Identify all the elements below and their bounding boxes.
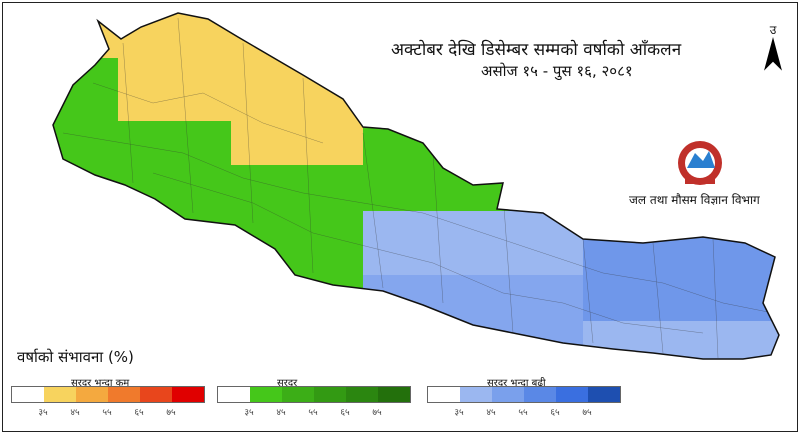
legend-swatch [218,387,250,402]
legend-swatch [12,387,44,402]
legend-swatch [588,387,620,402]
legend-swatch [492,387,524,402]
country-border [52,12,780,360]
legend-swatch [460,387,492,402]
government-emblem [678,141,722,185]
legend-color-bar [11,386,205,403]
legend-tick: ५५ [308,408,318,418]
north-arrow-icon [764,37,782,71]
legend-tick: ७५ [372,408,382,418]
legend-group-label: सरदर [277,378,298,389]
legend-tick: ६५ [134,408,144,418]
nepal-map [52,12,782,360]
legend-swatch [76,387,108,402]
map-subtitle: असोज १५ - पुस १६, २०८१ [481,62,633,80]
legend-ticks: ३५ ४५ ५५ ६५ ७५ [233,405,393,418]
legend-swatch [172,387,204,402]
legend-group-label: सरदर भन्दा बढी [487,378,546,389]
legend-tick: ३५ [454,408,464,418]
legend-tick: ५५ [102,408,112,418]
legend-swatch [314,387,346,402]
legend-tick: ४५ [486,408,496,418]
region-above-normal-medium [583,235,779,321]
legend-swatch [428,387,460,402]
legend-tick: ६५ [550,408,560,418]
district-borders [62,17,774,359]
legend-swatch [108,387,140,402]
legend-tick: ७५ [166,408,176,418]
legend-swatch [140,387,172,402]
legend-ticks: ३५ ४५ ५५ ६५ ७५ [443,405,603,418]
legend-tick: ७५ [582,408,592,418]
legend-swatch [282,387,314,402]
legend-tick: ४५ [276,408,286,418]
legend-swatch [250,387,282,402]
legend-tick: ५५ [518,408,528,418]
legend-tick: ४५ [70,408,80,418]
legend-swatch [346,387,378,402]
legend-swatch [524,387,556,402]
legend-color-bar [217,386,411,403]
region-above-normal-medium-2 [363,275,583,355]
department-name: जल तथा मौसम विज्ञान विभाग [629,193,760,207]
legend-tick: ३५ [244,408,254,418]
legend-title: वर्षाको संभावना (%) [17,348,134,366]
legend-swatch [44,387,76,402]
legend-color-bar [427,386,621,403]
legend-group-label: सरदर भन्दा कम [71,378,130,389]
legend-tick: ६५ [340,408,350,418]
legend-tick: ३५ [38,408,48,418]
map-title: अक्टोबर देखि डिसेम्बर सम्मको वर्षाको आँक… [391,40,682,60]
north-label: उ [769,23,777,37]
legend-ticks: ३५ ४५ ५५ ६५ ७५ [27,405,187,418]
legend-swatch [378,387,410,402]
legend-swatch [556,387,588,402]
